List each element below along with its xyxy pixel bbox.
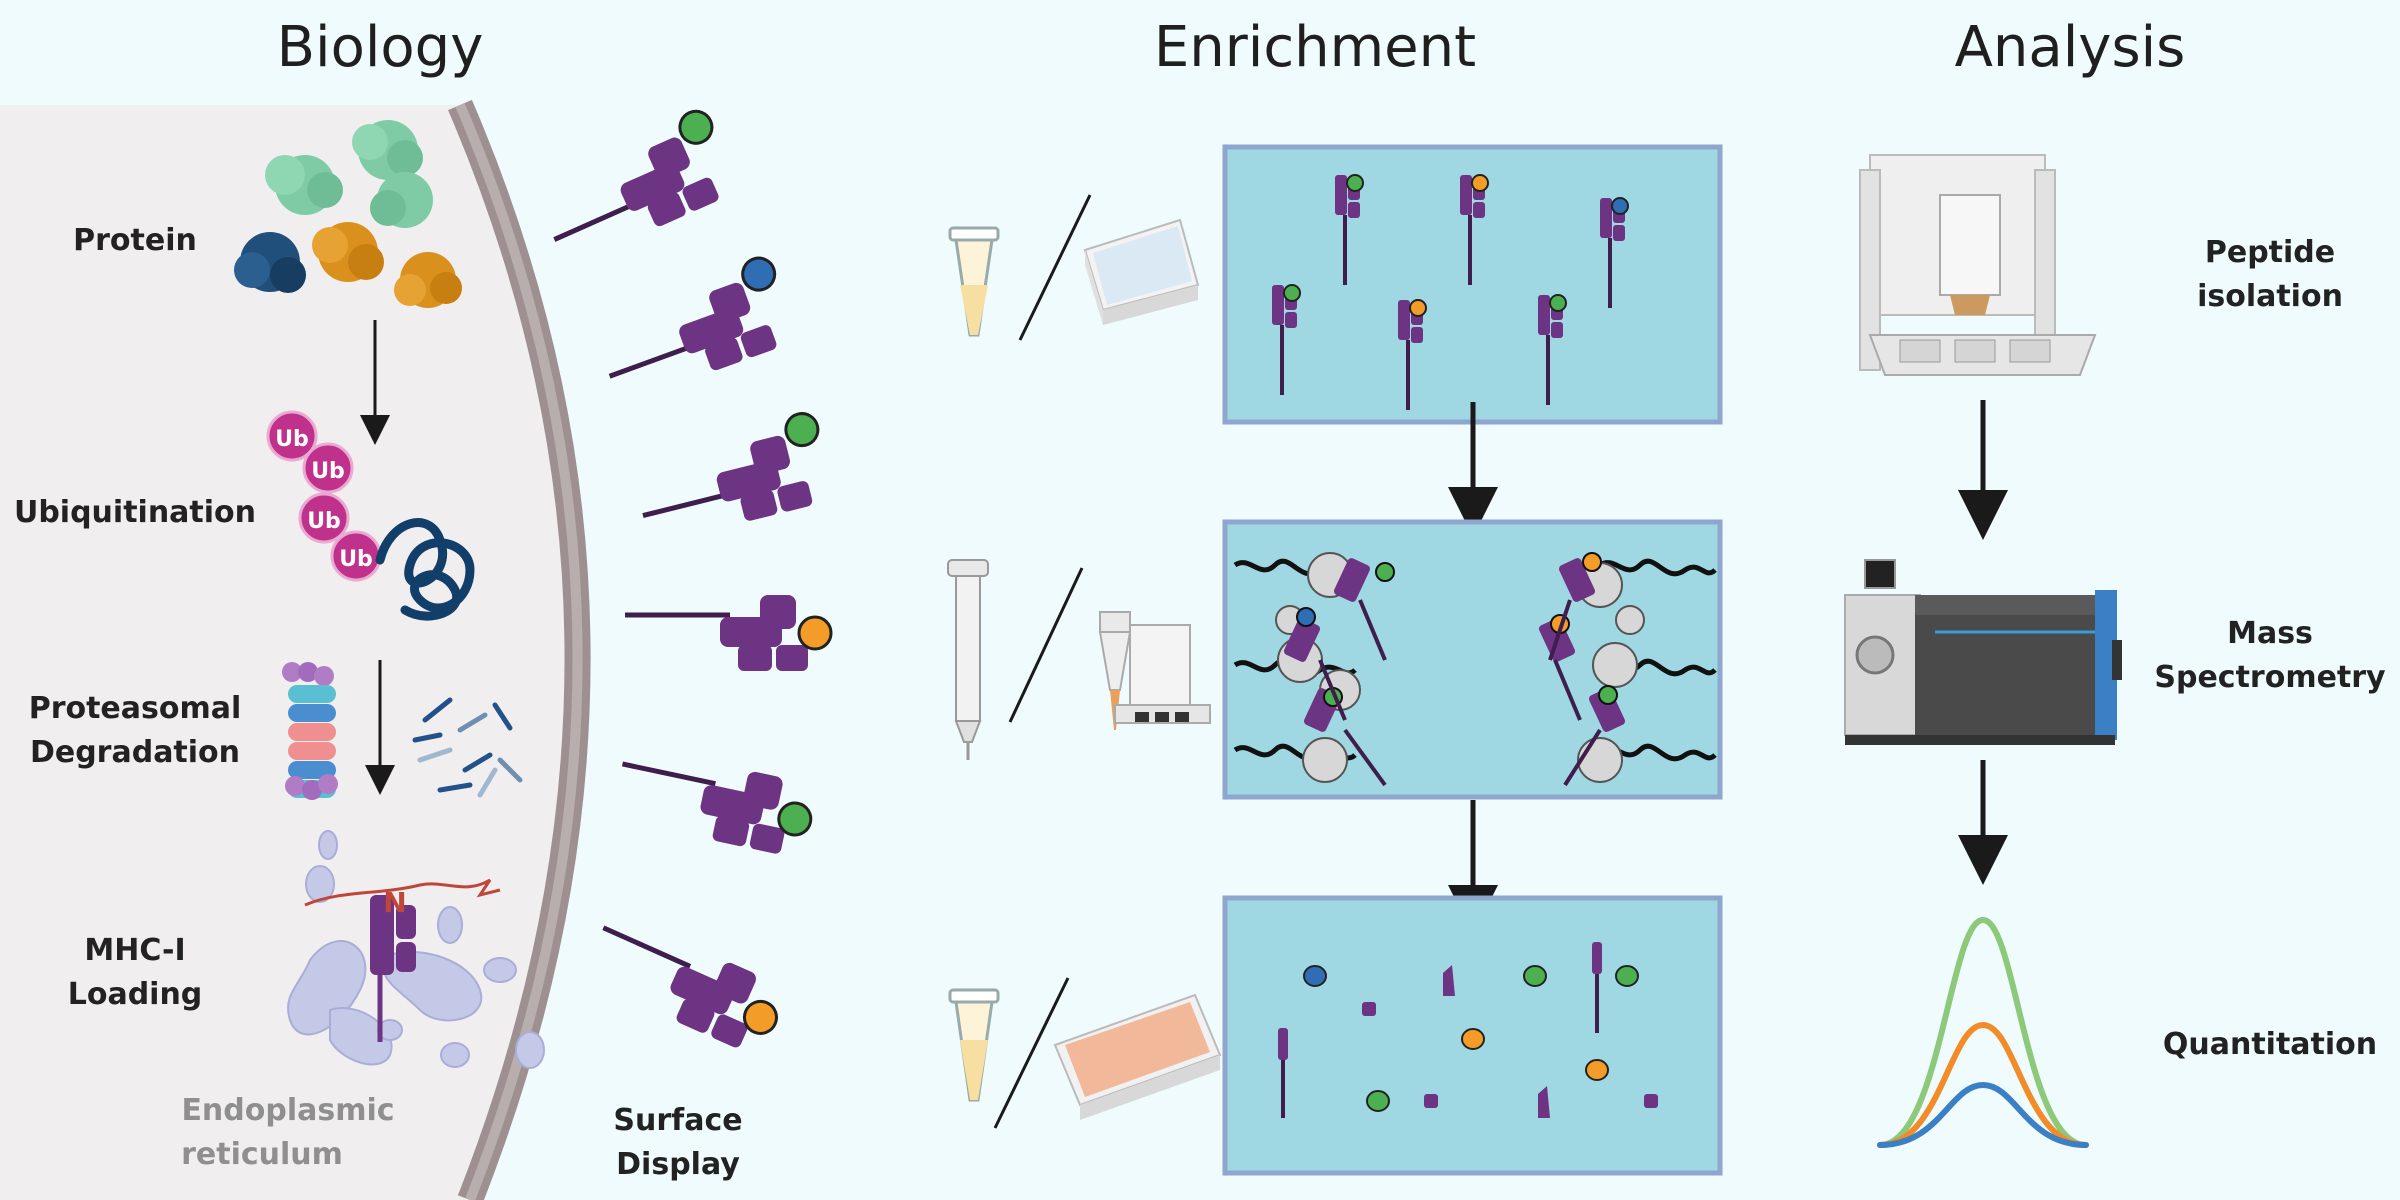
protein-blobs-icon	[234, 120, 462, 308]
well-plate-icon-1	[1083, 218, 1200, 325]
well-plate-icon-2	[1053, 993, 1222, 1120]
header-enrichment: Enrichment	[1154, 15, 1476, 80]
label-proteasomal-1: Proteasomal	[29, 691, 242, 726]
label-er-1: Endoplasmic	[181, 1093, 394, 1128]
header-biology: Biology	[277, 15, 484, 80]
microtube-icon	[948, 226, 1000, 337]
enrichment-panel-cells	[1222, 144, 1723, 425]
antibody-beads-right	[1538, 552, 1717, 787]
header-analysis: Analysis	[1955, 15, 2186, 80]
peptide-strand-icon	[304, 878, 501, 907]
label-mass-2: Spectrometry	[2154, 660, 2386, 695]
cell-interior	[0, 105, 578, 1200]
quantitation-curves-icon	[1877, 916, 2089, 1148]
panel-1-mhc-molecules	[1272, 174, 1629, 410]
divider-slash-2	[1008, 567, 1084, 723]
label-peptide-1: Peptide	[2205, 235, 2335, 270]
eluted-peptides	[1303, 965, 1639, 1112]
surface-mhc-1	[553, 109, 721, 242]
svg-text:Ub: Ub	[311, 459, 345, 484]
surface-mhc-5	[621, 761, 813, 855]
label-mass-1: Mass	[2227, 616, 2313, 651]
divider-slash-3	[993, 977, 1070, 1129]
eluted-mhc-fragments	[1278, 942, 1658, 1118]
antibody-beads-left	[1233, 552, 1395, 787]
label-er-2: reticulum	[181, 1137, 343, 1172]
label-mhc-1: MHC-I	[84, 933, 185, 968]
n-terminus-label: N	[383, 886, 406, 919]
svg-text:Ub: Ub	[339, 547, 373, 572]
microtube-icon-2	[948, 988, 1000, 1102]
label-peptide-2: isolation	[2197, 279, 2343, 314]
label-quantitation: Quantitation	[2163, 1027, 2377, 1062]
spin-column-icon	[947, 559, 989, 760]
surface-mhc-2	[608, 256, 779, 379]
label-surface-2: Display	[616, 1147, 740, 1182]
mhc-loading-icon	[370, 895, 416, 1042]
proteasome-icon	[282, 662, 338, 800]
label-ubiquitination: Ubiquitination	[14, 495, 256, 530]
label-mhc-2: Loading	[68, 977, 203, 1012]
divider-slash-1	[1018, 194, 1092, 341]
mass-spectrometer-icon	[1844, 559, 2122, 745]
liquid-handler-icon	[1098, 611, 1211, 730]
label-surface-1: Surface	[613, 1103, 742, 1138]
svg-text:Ub: Ub	[307, 509, 341, 534]
surface-mhc-3	[642, 412, 820, 527]
label-protein: Protein	[73, 223, 197, 258]
endoplasmic-reticulum-icon	[287, 830, 545, 1069]
liquid-handling-robot-icon	[1859, 154, 2097, 376]
peptide-fragments-icon	[412, 697, 523, 798]
label-proteasomal-2: Degradation	[30, 735, 240, 770]
surface-mhc-6	[602, 925, 778, 1050]
svg-text:Ub: Ub	[275, 427, 309, 452]
surface-mhc-4	[625, 595, 833, 671]
ubiquitin-chain-icon: Ub Ub Ub Ub	[266, 410, 475, 621]
